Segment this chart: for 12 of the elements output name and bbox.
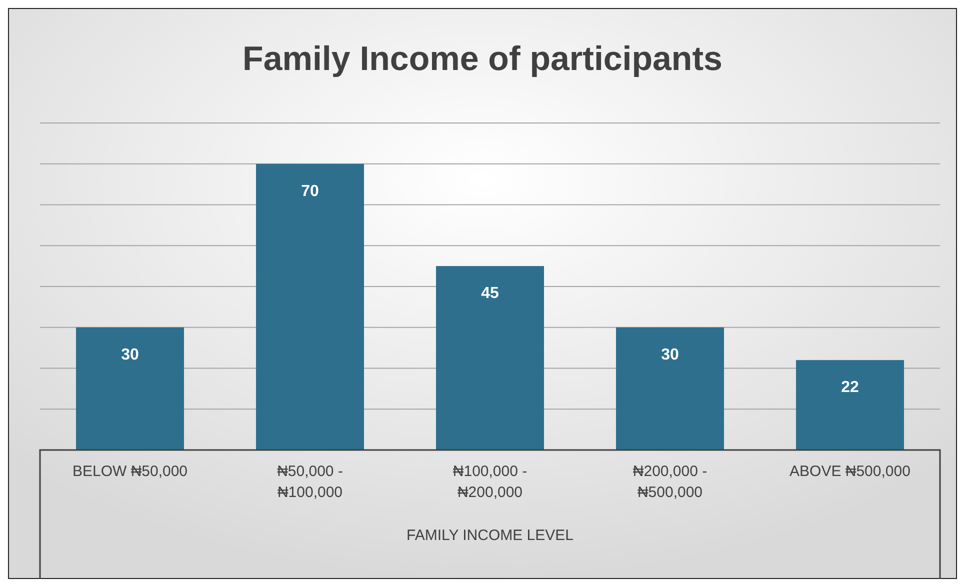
data-label: 45 [481,285,499,302]
data-label: 70 [301,182,319,200]
x-tick-label: ₦50,000 - ₦100,000 [277,463,343,501]
data-label: 30 [121,346,139,364]
x-tick-label: ₦200,000 - ₦500,000 [632,463,708,501]
x-tick-label: ABOVE ₦500,000 [790,463,910,480]
x-tick-label: ₦100,000 - ₦200,000 [452,463,528,501]
chart-title: Family Income of participants [242,40,722,78]
x-axis-title: FAMILY INCOME LEVEL [406,527,574,544]
data-label: 22 [841,379,859,396]
data-label: 30 [661,346,679,364]
x-tick-label: BELOW ₦50,000 [72,463,188,480]
